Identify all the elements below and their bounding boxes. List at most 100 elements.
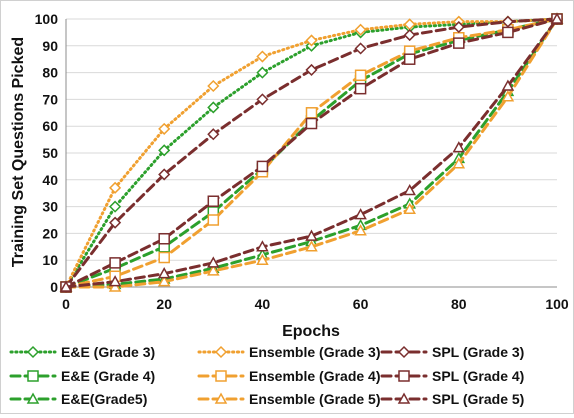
data-point: [26, 392, 40, 404]
legend-label: SPL (Grade 4): [432, 368, 524, 384]
data-point: [59, 280, 73, 292]
data-point: [256, 66, 269, 79]
data-point: [305, 117, 318, 130]
data-point: [397, 392, 411, 404]
y-tick-label: 20: [42, 225, 58, 241]
legend-label: SPL (Grade 5): [432, 391, 524, 407]
data-point: [502, 26, 514, 39]
data-point: [354, 69, 367, 82]
y-tick-label: 60: [42, 118, 58, 134]
legend-label: E&E (Grade 4): [61, 368, 155, 384]
data-point: [398, 370, 410, 382]
data-point: [501, 90, 515, 102]
data-point: [158, 251, 170, 264]
data-point: [305, 229, 318, 241]
data-point: [207, 214, 220, 226]
y-tick-label: 10: [42, 252, 58, 268]
data-point: [403, 202, 416, 215]
x-tick-label: 100: [545, 296, 569, 312]
legend-label: E&E (Grade 3): [61, 344, 155, 360]
legend-item: Ensemble (Grade 3): [197, 344, 381, 360]
data-point: [397, 345, 411, 359]
data-point: [158, 122, 171, 135]
series-line: [64, 17, 559, 289]
x-tick-label: 60: [353, 296, 369, 312]
data-point: [452, 141, 466, 153]
legend-item: SPL (Grade 3): [380, 344, 524, 360]
data-point: [157, 275, 171, 287]
data-point: [256, 93, 269, 106]
legend-label: Ensemble (Grade 4): [249, 368, 381, 384]
legend-label: SPL (Grade 3): [432, 344, 524, 360]
data-point: [109, 216, 122, 229]
data-point: [305, 34, 318, 47]
data-point: [452, 20, 465, 34]
data-point: [305, 63, 318, 76]
data-point: [207, 256, 220, 268]
data-point: [158, 168, 171, 181]
y-tick-label: 40: [42, 172, 58, 188]
y-tick-label: 30: [42, 199, 58, 215]
axes: [65, 19, 557, 288]
data-point: [108, 275, 122, 287]
data-point: [550, 12, 564, 24]
data-point: [157, 267, 171, 279]
y-tick-label: 0: [50, 279, 58, 295]
y-tick-label: 50: [42, 145, 58, 161]
data-point: [403, 183, 416, 196]
data-point: [354, 23, 367, 36]
data-point: [354, 208, 367, 220]
data-point: [207, 195, 220, 207]
x-axis-title: Epochs: [282, 323, 340, 340]
x-tick-label: 0: [62, 296, 70, 312]
legend-label: Ensemble (Grade 5): [249, 391, 381, 407]
data-point: [207, 79, 220, 93]
legend-label: E&E(Grade5): [61, 391, 147, 407]
data-point: [158, 144, 171, 157]
legend-item: E&E (Grade 3): [9, 344, 155, 360]
data-point: [158, 233, 170, 245]
y-tick-label: 70: [42, 91, 58, 107]
x-tick-label: 80: [451, 296, 467, 312]
x-tick-label: 40: [255, 296, 271, 312]
gridlines: [66, 18, 557, 261]
series-6: [59, 12, 564, 294]
data-point: [305, 107, 318, 119]
data-point: [256, 160, 269, 173]
data-point: [214, 345, 228, 359]
legend-item: E&E (Grade 4): [9, 368, 155, 384]
series-8: [59, 12, 564, 292]
y-tick-label: 100: [35, 11, 59, 27]
data-point: [214, 392, 228, 404]
data-point: [27, 370, 39, 382]
data-point: [207, 101, 220, 114]
data-point: [453, 37, 465, 49]
data-point: [403, 29, 416, 42]
data-point: [109, 181, 122, 194]
data-point: [109, 200, 122, 213]
legend-item: Ensemble (Grade 4): [197, 368, 381, 384]
data-point: [256, 50, 269, 63]
data-point: [354, 82, 367, 95]
y-axis-title: Training Set Questions Picked: [10, 37, 27, 267]
y-tick-label: 90: [42, 38, 58, 54]
y-tick-label: 80: [42, 65, 58, 81]
legend-item: SPL (Grade 5): [380, 391, 524, 407]
data-point: [305, 240, 318, 252]
legend: E&E (Grade 3) E&E (Grade 4) E&E(Grade5) Ens…: [9, 344, 524, 407]
data-point: [354, 224, 367, 236]
data-point: [108, 280, 122, 292]
legend-item: Ensemble (Grade 5): [197, 391, 381, 407]
data-point: [452, 157, 466, 169]
legend-label: Ensemble (Grade 3): [249, 344, 381, 360]
data-point: [207, 264, 220, 276]
series-lines: [59, 12, 564, 294]
x-tick-label: 20: [156, 296, 172, 312]
data-point: [501, 79, 515, 91]
tick-labels: 0 10 20 30 40 50 60 70 80 90 100 0 20 40 60 80 100: [35, 11, 569, 312]
data-point: [26, 345, 40, 359]
data-point: [207, 128, 220, 141]
data-point: [403, 53, 416, 65]
